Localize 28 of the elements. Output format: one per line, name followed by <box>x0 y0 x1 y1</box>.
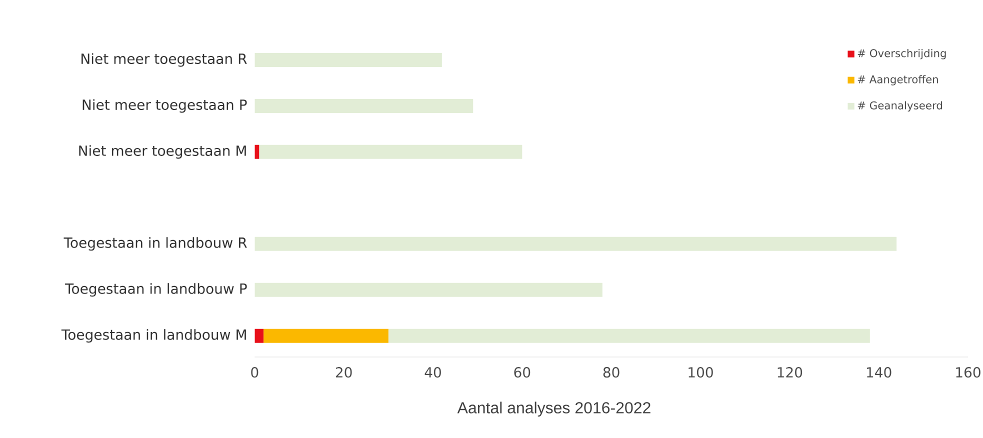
x-tick-label: 60 <box>514 367 530 378</box>
y-tick-label: Toegestaan in landbouw M <box>61 329 246 343</box>
y-tick-label: Niet meer toegestaan M <box>79 145 246 159</box>
x-tick-label: 0 <box>251 367 258 378</box>
y-tick-label: Niet meer toegestaan P <box>82 99 247 113</box>
bar <box>254 282 602 297</box>
bar <box>254 144 260 159</box>
bar <box>259 144 522 159</box>
legend-label: # Geanalyseerd <box>858 101 942 112</box>
x-tick-label: 100 <box>688 367 713 378</box>
y-tick-label: Toegestaan in landbouw R <box>64 237 247 251</box>
bar <box>254 98 474 113</box>
x-tick-label: 120 <box>778 367 802 378</box>
x-tick-label: 140 <box>866 367 892 378</box>
y-tick-label: Niet meer toegestaan R <box>82 53 247 67</box>
x-tick-label: 40 <box>424 367 441 378</box>
bar <box>388 328 870 343</box>
x-tick-label: 160 <box>956 367 980 378</box>
x-tick-label: 20 <box>336 367 352 378</box>
x-axis-title: Aantal analyses 2016-2022 <box>457 402 650 417</box>
x-tick-label: 80 <box>603 367 620 378</box>
legend-label: # Overschrijding <box>858 49 946 60</box>
legend-label: # Aangetroffen <box>858 75 938 86</box>
bar <box>254 236 897 251</box>
bar <box>254 328 264 343</box>
bar <box>264 328 388 343</box>
y-tick-label: Toegestaan in landbouw P <box>65 283 247 297</box>
bar <box>254 52 442 67</box>
